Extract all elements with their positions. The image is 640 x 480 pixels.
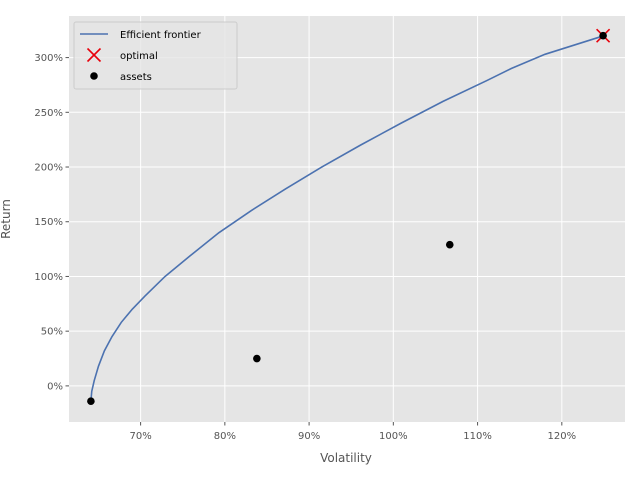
- x-tick-label: 90%: [298, 431, 320, 442]
- efficient-frontier-line: [90, 34, 605, 402]
- y-tick-label: 150%: [34, 217, 63, 228]
- asset-point: [445, 240, 454, 249]
- legend: Efficient frontier optimal assets: [73, 21, 238, 90]
- y-tick-label: 300%: [34, 53, 63, 64]
- series-layer: [87, 28, 611, 406]
- asset-point: [599, 31, 607, 40]
- y-tick-label: 200%: [34, 163, 63, 174]
- y-tick-label: 250%: [34, 108, 63, 119]
- x-tick-label: 70%: [129, 431, 151, 442]
- legend-frame: [73, 21, 238, 90]
- legend-label: assets: [120, 72, 152, 83]
- y-axis-label: Return: [0, 199, 13, 239]
- x-tick-labels: 70% 80% 90% 100% 110% 120%: [129, 422, 576, 442]
- asset-point: [253, 354, 261, 363]
- x-axis-label: Volatility: [320, 451, 372, 465]
- legend-label: Efficient frontier: [120, 30, 202, 41]
- x-tick-label: 120%: [548, 431, 577, 442]
- legend-dot-swatch: [90, 72, 98, 80]
- x-tick-label: 110%: [463, 431, 492, 442]
- y-tick-label: 0%: [47, 381, 63, 392]
- y-tick-label: 100%: [34, 272, 63, 283]
- asset-point: [87, 397, 95, 406]
- y-tick-labels: 0% 50% 100% 150% 200% 250% 300%: [34, 53, 69, 392]
- y-tick-label: 50%: [41, 327, 63, 338]
- legend-label: optimal: [120, 51, 158, 62]
- x-tick-label: 80%: [214, 431, 236, 442]
- x-tick-label: 100%: [379, 431, 408, 442]
- legend-x-swatch: [86, 47, 102, 63]
- grid: [69, 16, 625, 422]
